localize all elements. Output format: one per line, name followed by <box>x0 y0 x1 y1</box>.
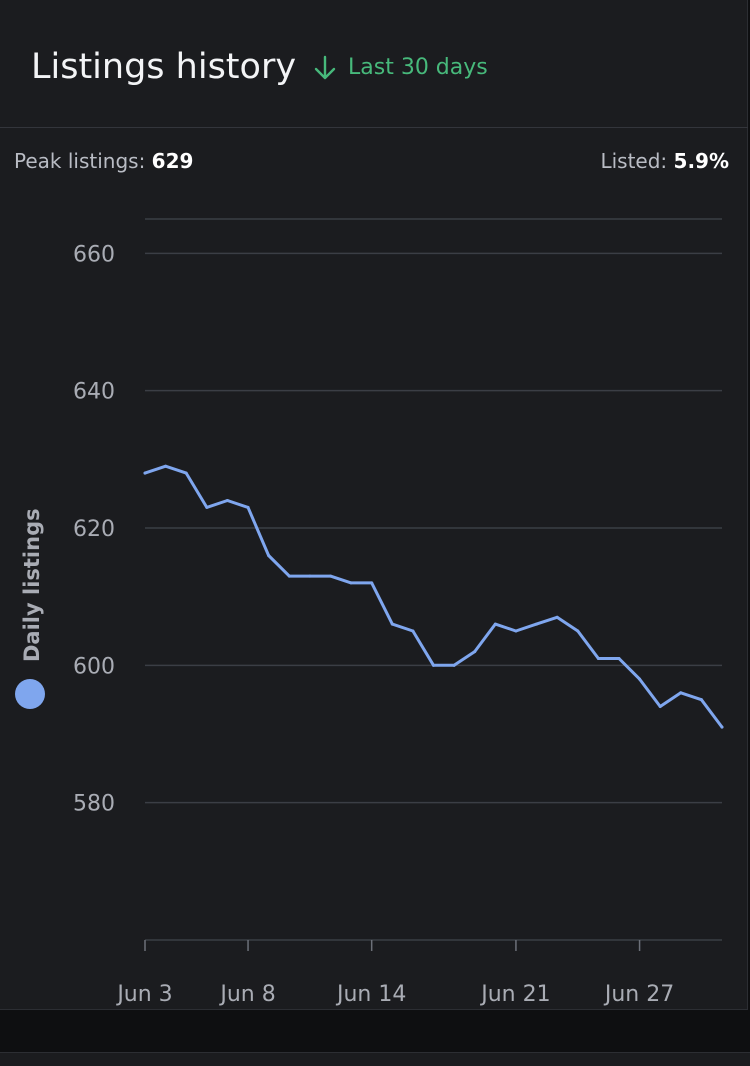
card-header: Listings history Last 30 days <box>0 0 748 128</box>
x-tick-label: Jun 27 <box>603 982 674 1007</box>
data-point <box>699 698 703 702</box>
data-point <box>555 615 559 619</box>
x-tick-label: Jun 21 <box>479 982 550 1007</box>
data-point <box>679 691 683 695</box>
data-point <box>225 499 229 503</box>
peak-listings-stat: Peak listings: 629 <box>14 148 193 174</box>
data-point <box>349 581 353 585</box>
data-point <box>596 656 600 660</box>
data-point <box>164 464 168 468</box>
arrow-down-icon <box>314 55 336 80</box>
data-point <box>452 663 456 667</box>
data-point <box>246 505 250 509</box>
data-point <box>287 574 291 578</box>
data-point <box>473 650 477 654</box>
peak-listings-value: 629 <box>151 149 194 173</box>
data-point <box>617 656 621 660</box>
data-point <box>143 471 147 475</box>
data-point <box>308 574 312 578</box>
period-selector[interactable]: Last 30 days <box>314 54 488 82</box>
listings-history-card: Listings history Last 30 days Peak listi… <box>0 0 748 1010</box>
period-label: Last 30 days <box>348 55 488 80</box>
peak-listings-label: Peak listings: <box>14 149 146 173</box>
y-tick-label: 620 <box>73 517 115 542</box>
data-point <box>658 705 662 709</box>
x-tick-label: Jun 8 <box>218 982 275 1007</box>
y-tick-label: 640 <box>73 380 115 405</box>
stats-row: Peak listings: 629 Listed: 5.9% <box>14 148 729 174</box>
y-tick-label: 580 <box>73 792 115 817</box>
series-line <box>143 464 724 729</box>
data-point <box>267 553 271 557</box>
listed-label: Listed: <box>600 149 668 173</box>
data-point <box>390 622 394 626</box>
data-point <box>432 663 435 667</box>
data-point <box>638 677 642 681</box>
card-title: Listings history <box>31 47 297 87</box>
y-tick-label: 600 <box>73 654 115 679</box>
listed-stat: Listed: 5.9% <box>600 148 729 174</box>
legend-dot[interactable] <box>15 679 45 709</box>
data-point <box>184 471 188 475</box>
x-tick-label: Jun 14 <box>335 982 406 1007</box>
data-point <box>493 622 497 626</box>
x-tick-label: Jun 3 <box>115 982 172 1007</box>
data-point <box>328 574 332 578</box>
data-point <box>205 505 209 509</box>
listed-value: 5.9% <box>673 149 729 173</box>
y-tick-label: 660 <box>73 242 115 267</box>
data-point <box>535 622 539 626</box>
data-point <box>514 629 518 633</box>
data-point <box>720 725 724 729</box>
data-point <box>411 629 415 633</box>
y-axis-label: Daily listings <box>20 508 44 662</box>
data-point <box>576 629 580 633</box>
data-point <box>370 581 374 585</box>
next-card-edge <box>0 1052 750 1066</box>
